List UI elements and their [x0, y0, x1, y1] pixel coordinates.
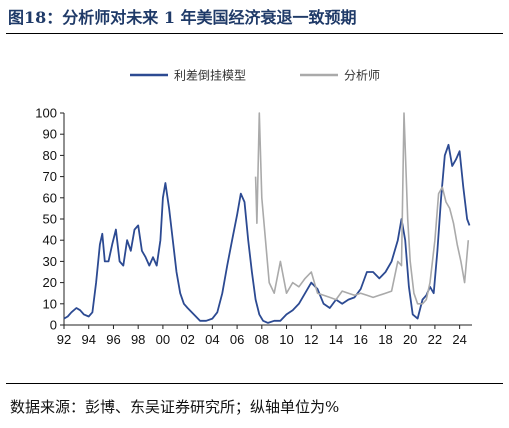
- line-chart: 0 10 20 30 40 50 60 70 80 90 100 92 94 96 98 00 02 04 06 08…: [35, 69, 472, 347]
- x-tick-label: 20: [403, 332, 417, 347]
- source-note: 数据来源：彭博、东吴证券研究所；纵轴单位为%: [10, 398, 340, 416]
- y-tick-label: 70: [43, 169, 57, 184]
- y-tick-label: 90: [43, 127, 57, 142]
- chart-axes: 0 10 20 30 40 50 60 70 80 90 100 92 94 96 98 00 02 04 06 08…: [35, 106, 472, 347]
- top-rule: [6, 33, 503, 34]
- x-tick-label: 10: [279, 332, 293, 347]
- y-tick-label: 100: [35, 106, 57, 121]
- x-tick-label: 96: [106, 332, 120, 347]
- x-tick-label: 08: [255, 332, 269, 347]
- series-line-2: [254, 112, 470, 305]
- chart-legend: 利差倒挂模型 分析师: [130, 69, 380, 83]
- x-tick-label: 16: [353, 332, 367, 347]
- x-tick-label: 06: [230, 332, 244, 347]
- x-tick-label: 02: [180, 332, 194, 347]
- x-tick-label: 22: [428, 332, 442, 347]
- y-tick-label: 10: [43, 296, 57, 311]
- x-tick-label: 92: [57, 332, 71, 347]
- x-tick-label: 00: [156, 332, 170, 347]
- y-tick-label: 20: [43, 275, 57, 290]
- chart-title: 图18：分析师对未来 1 年美国经济衰退一致预期: [8, 8, 357, 27]
- legend-label-1: 利差倒挂模型: [174, 69, 246, 83]
- chart-lines: [63, 112, 471, 324]
- bottom-rule: [6, 383, 503, 384]
- x-tick-label: 12: [304, 332, 318, 347]
- y-tick-label: 30: [43, 254, 57, 269]
- y-tick-label: 0: [50, 318, 57, 333]
- x-tick-label: 04: [205, 332, 219, 347]
- y-tick-label: 50: [43, 212, 57, 227]
- y-tick-label: 80: [43, 148, 57, 163]
- series-line-1: [63, 143, 471, 324]
- y-tick-label: 40: [43, 233, 57, 248]
- x-tick-label: 98: [131, 332, 145, 347]
- x-tick-label: 94: [81, 332, 95, 347]
- x-tick-label: 14: [329, 332, 343, 347]
- x-tick-label: 18: [378, 332, 392, 347]
- y-tick-label: 60: [43, 190, 57, 205]
- legend-label-2: 分析师: [344, 69, 380, 83]
- x-tick-label: 24: [452, 332, 466, 347]
